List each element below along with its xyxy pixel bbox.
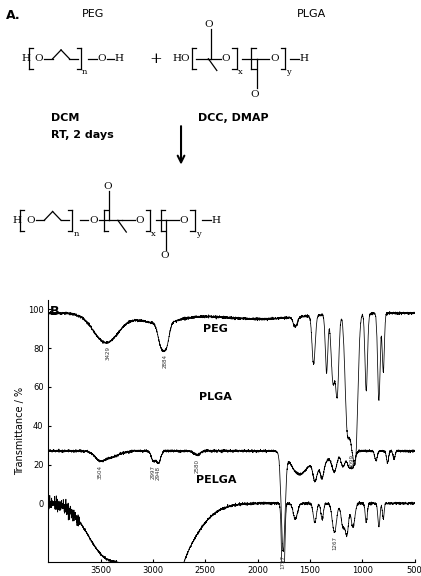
Text: O: O (160, 251, 168, 260)
Text: DCM: DCM (51, 112, 79, 123)
Text: O: O (35, 54, 43, 63)
Y-axis label: Transmittance / %: Transmittance / % (15, 386, 25, 475)
Text: O: O (222, 54, 230, 63)
Text: RT, 2 days: RT, 2 days (51, 130, 113, 140)
Text: y: y (286, 68, 291, 76)
Text: y: y (196, 230, 200, 237)
Text: O: O (98, 54, 106, 63)
Text: O: O (180, 216, 188, 225)
Text: DCC, DMAP: DCC, DMAP (198, 112, 269, 123)
Text: 1267: 1267 (332, 536, 337, 550)
Text: PEG: PEG (81, 9, 104, 19)
Text: 1099: 1099 (349, 454, 354, 468)
Text: B.: B. (50, 305, 64, 318)
Text: x: x (151, 230, 156, 237)
Text: O: O (270, 54, 279, 63)
Text: H: H (211, 216, 220, 225)
Text: n: n (74, 230, 79, 237)
Text: PLGA: PLGA (297, 9, 326, 19)
Text: 2948: 2948 (156, 467, 161, 480)
Text: H: H (300, 54, 309, 63)
Text: 2580: 2580 (195, 459, 200, 473)
Text: n: n (82, 68, 88, 76)
Text: O: O (136, 216, 144, 225)
Text: O: O (26, 216, 35, 225)
Text: O: O (103, 182, 112, 191)
Text: 2997: 2997 (151, 465, 156, 479)
Text: x: x (237, 68, 242, 76)
Text: PEG: PEG (203, 324, 228, 334)
Text: HO: HO (173, 54, 190, 63)
Text: 2884: 2884 (163, 354, 168, 368)
Text: H: H (13, 216, 21, 225)
Text: A.: A. (6, 9, 21, 22)
Text: 3504: 3504 (98, 465, 103, 479)
Text: PELGA: PELGA (196, 475, 236, 485)
Text: 3429: 3429 (106, 347, 111, 361)
Text: H: H (115, 54, 123, 63)
Text: 1757: 1757 (281, 555, 285, 569)
Text: O: O (204, 21, 213, 29)
Text: O: O (89, 216, 98, 225)
Text: +: + (149, 52, 162, 66)
Text: PLGA: PLGA (200, 392, 232, 401)
Text: H: H (21, 54, 30, 63)
Text: O: O (250, 89, 259, 98)
